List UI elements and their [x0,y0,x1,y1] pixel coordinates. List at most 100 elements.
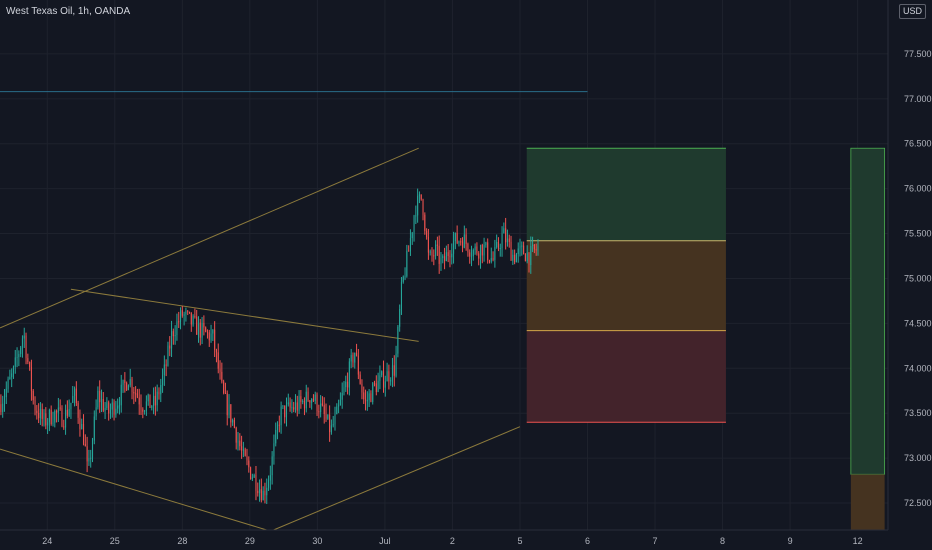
candle-body [488,260,491,262]
candle-body [122,379,124,385]
candle-body [171,331,173,349]
candle-body [298,396,300,411]
candle-body [169,345,171,349]
candle-body [68,409,70,416]
candle-body [287,402,289,405]
candle-body [348,361,350,388]
candle-body [108,402,110,414]
candle-body [126,382,128,391]
candle-body [215,349,217,353]
candle-body [291,407,293,409]
candle-body [517,248,519,255]
time-tick-label: 30 [312,536,322,546]
candle-body [63,426,65,428]
candle-body [424,214,426,231]
price-tick-label: 76.500 [904,139,932,149]
candle-body [492,258,494,260]
candle-body [530,246,532,266]
candle-body [406,250,408,277]
candle-body [305,391,307,409]
currency-badge[interactable]: USD [898,4,926,19]
time-tick-label: 8 [720,536,725,546]
candle-body [463,234,465,248]
candle-body [117,405,119,409]
candle-body [338,405,340,407]
candle-body [142,409,144,412]
candle-body [426,230,428,238]
candle-body [140,404,142,410]
candle-body [296,402,298,411]
candle-body [487,242,489,261]
candle-body [321,403,323,406]
candle-body [246,455,248,461]
candle-body [456,233,458,244]
candle-body [386,371,388,382]
candle-body [320,403,322,413]
candle-body [347,381,349,388]
price-tick-label: 73.500 [904,408,932,418]
candle-body [505,228,507,243]
candle-body [145,401,147,411]
candle-body [345,381,347,388]
candle-body [131,379,133,392]
candle-body [393,365,395,376]
candle-body [499,248,501,250]
candle-body [415,215,417,217]
candle-body [241,446,243,451]
candle-body [418,194,420,196]
candle-body [262,490,264,501]
trendline-falling-upper [70,288,419,342]
price-tick-label: 77.000 [904,94,932,104]
candle-body [316,394,318,412]
price-tick-label: 76.000 [904,184,932,194]
candle-body [273,443,275,457]
candle-body [244,449,246,456]
candle-body [280,406,282,426]
candle-body [135,393,137,395]
candle-body [118,405,120,407]
candle-body [197,322,200,335]
candle-body [3,397,6,404]
candle-body [61,407,63,427]
candle-body [472,250,474,257]
candle-body [318,411,320,413]
candle-body [438,245,440,264]
candle-body [440,258,442,264]
candle-body [276,424,279,430]
candle-body [188,311,191,313]
candle-body [399,309,401,327]
candle-body [526,252,528,262]
candle-body [214,329,216,350]
candle-body [481,244,483,256]
candle-body [74,388,76,396]
candle-body [11,373,13,378]
candle-body [84,443,86,447]
candle-body [363,392,365,400]
candle-body [503,228,505,234]
candle-body [181,310,183,316]
candle-body [314,394,316,401]
candle-body [179,310,182,322]
candle-body [127,385,129,391]
candle-body [99,390,101,403]
price-tick-label: 74.500 [904,318,932,328]
candle-body [388,371,390,382]
candle-body [39,408,41,419]
candle-body [370,393,372,402]
candle-body [356,352,358,356]
candle-body [537,246,539,251]
candle-body [75,388,77,404]
candle-body [285,404,288,418]
candle-body [381,371,383,376]
candle-body [20,347,22,354]
candle-body [395,353,397,376]
price-tick-label: 74.000 [904,363,932,373]
candle-body [293,407,295,410]
candle-body [160,385,162,395]
candle-body [311,399,313,403]
candle-body [221,371,223,382]
candle-body [172,331,174,337]
candle-body [226,393,228,416]
